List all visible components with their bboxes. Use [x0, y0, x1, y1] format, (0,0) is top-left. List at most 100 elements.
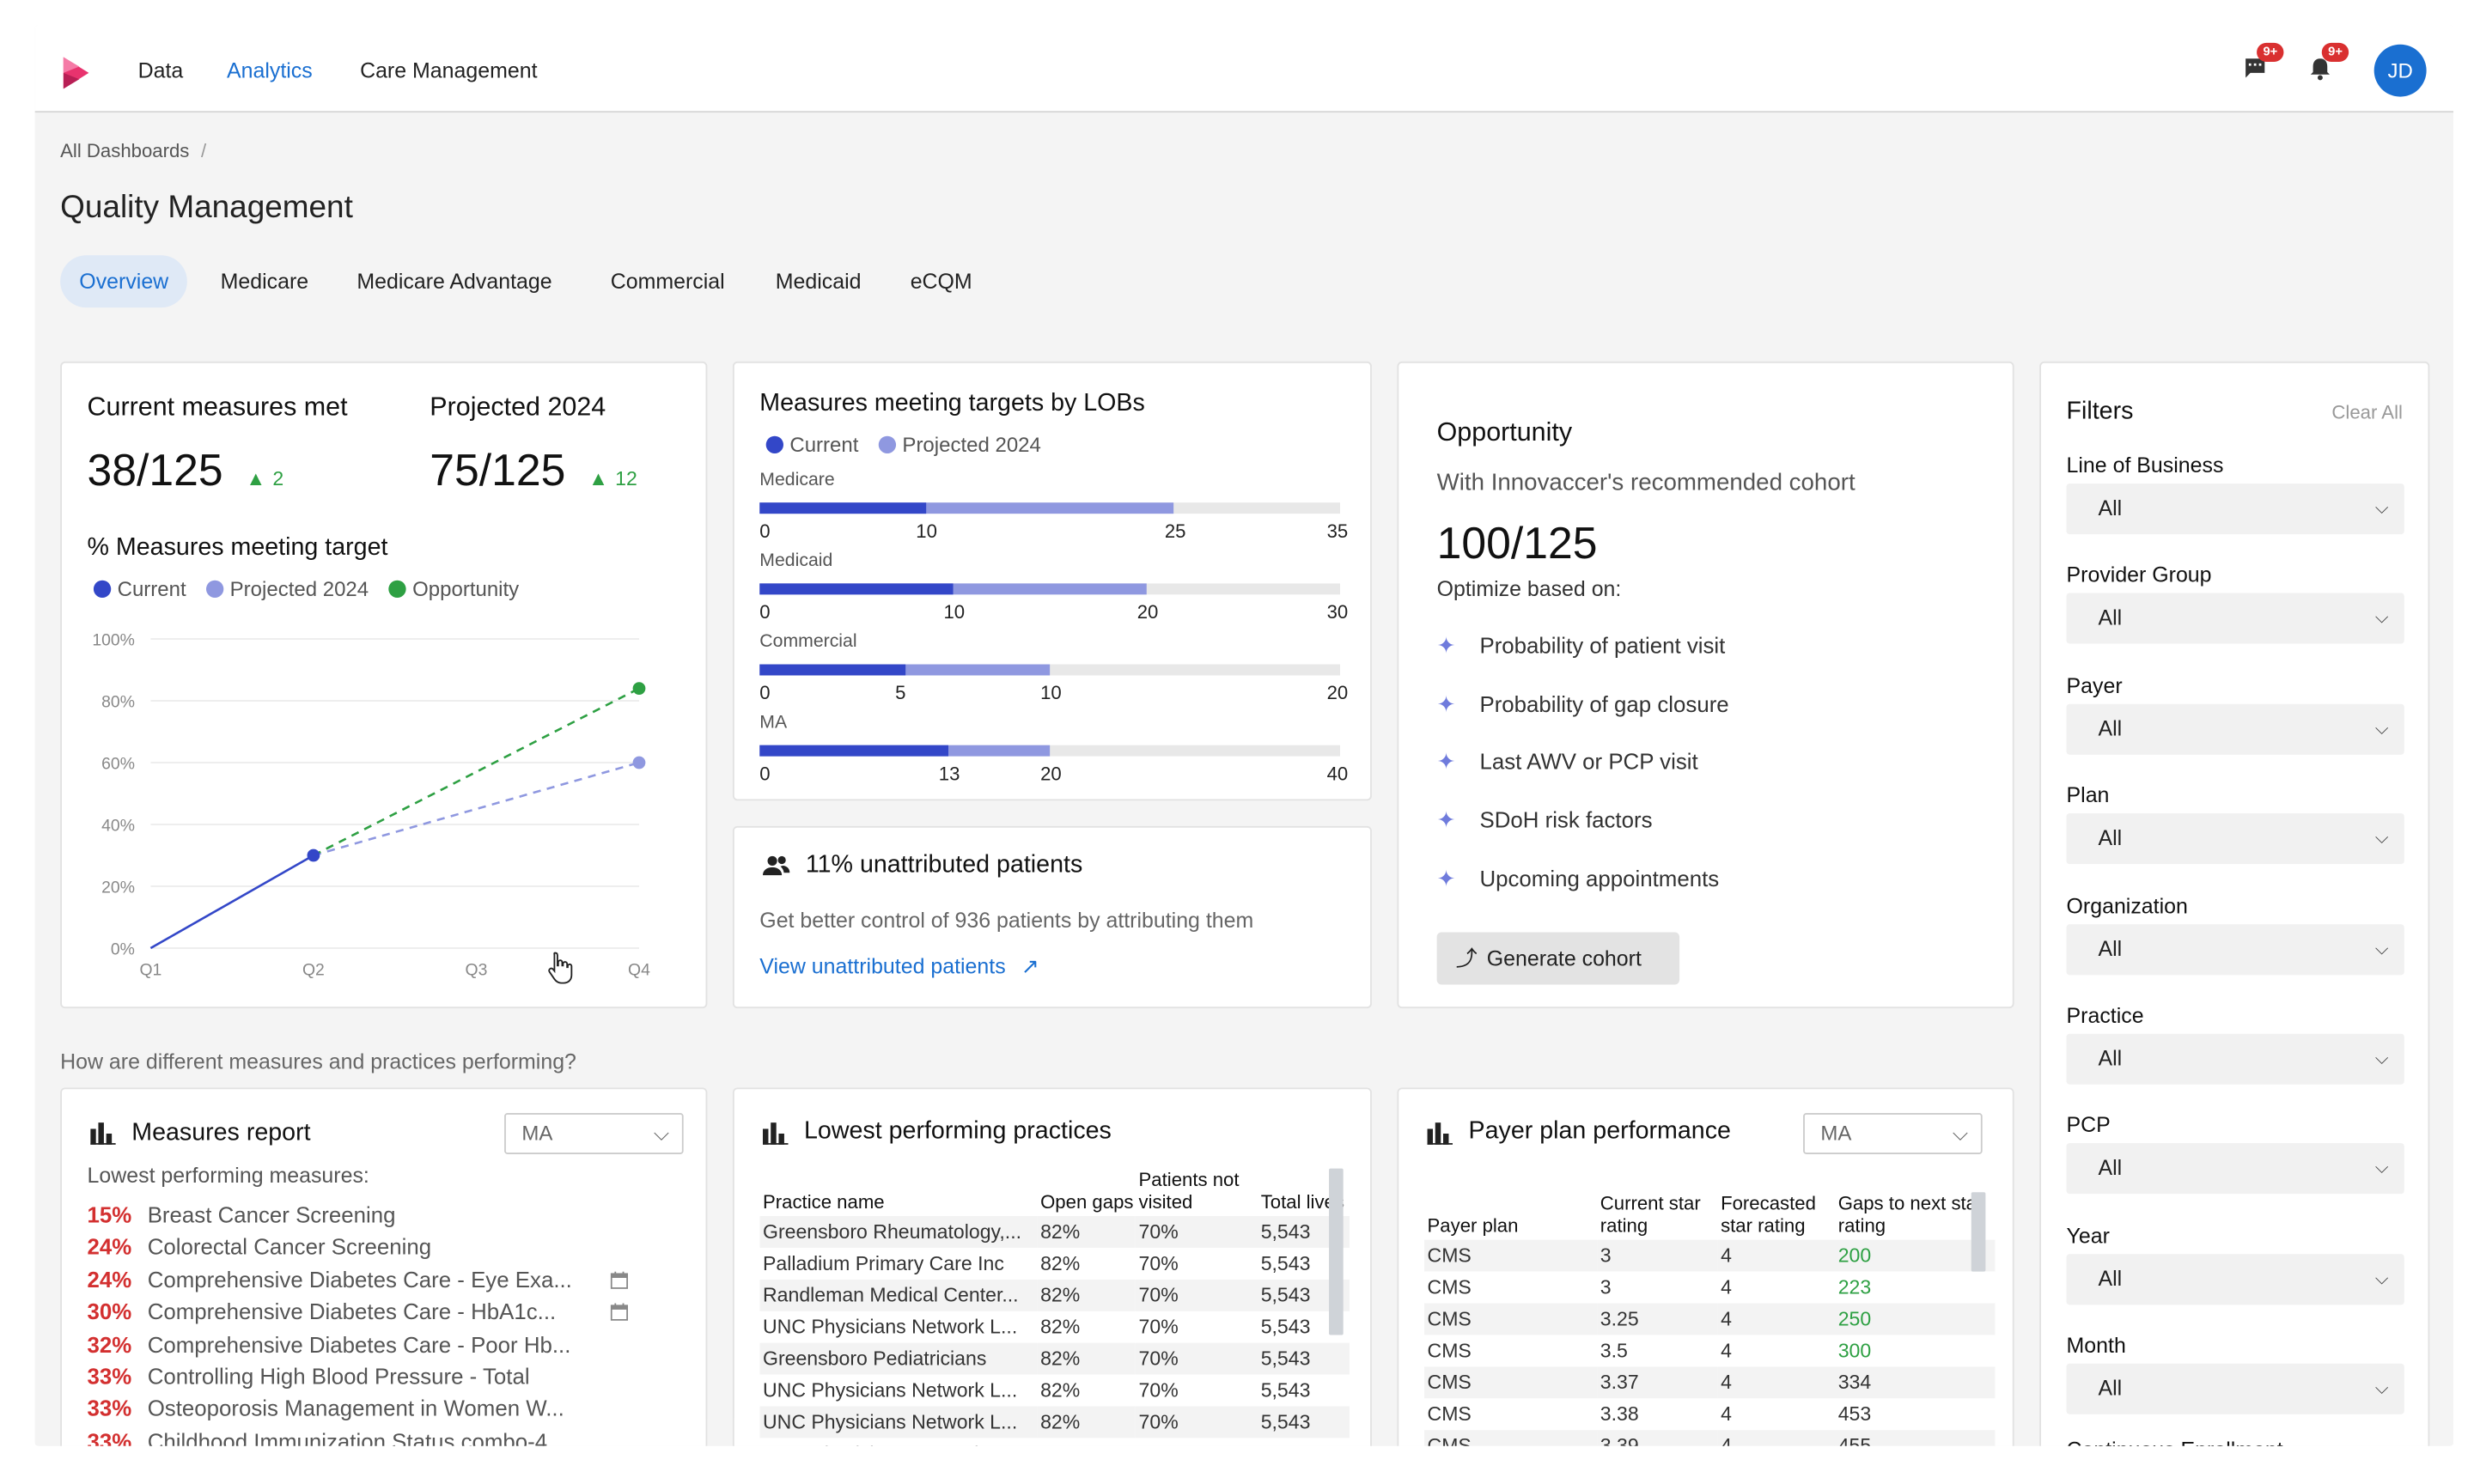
lob-bar-current[interactable] [759, 664, 905, 676]
lob-bar-current[interactable] [759, 583, 954, 595]
data-point-opportunity[interactable] [632, 682, 646, 695]
table-row[interactable]: Randleman Medical Center... 82% 70% 5,543 [759, 1279, 1350, 1311]
tab-medicaid[interactable]: Medicaid [775, 269, 862, 294]
table-row[interactable]: UNC Physicians Network L...80%70%5,543 [759, 1438, 1350, 1446]
table-row[interactable]: UNC Physicians Network L... 82% 70% 5,543 [759, 1406, 1350, 1438]
innovaccer-logo-icon[interactable] [57, 54, 94, 92]
table-cell: 4 [1717, 1303, 1835, 1335]
table-row[interactable]: CMS 3.5 4 300 [1424, 1335, 1996, 1366]
filter-select-line-of-business[interactable]: All ⌵ [2066, 484, 2404, 535]
clear-all-button[interactable]: Clear All [2331, 401, 2403, 423]
table-row[interactable]: Greensboro Pediatricians 82% 70% 5,543 [759, 1342, 1350, 1375]
tab-ecqm[interactable]: eCQM [910, 269, 972, 294]
user-avatar[interactable]: JD [2373, 44, 2427, 97]
lob-tick-label: 35 [1326, 520, 1349, 543]
filter-select-pcp[interactable]: All ⌵ [2066, 1143, 2404, 1195]
table-row[interactable]: CMS 3 4 223 [1424, 1272, 1996, 1304]
measure-item[interactable]: 33% Controlling High Blood Pressure - Tot… [88, 1360, 572, 1393]
lob-bar-current[interactable] [759, 745, 948, 757]
table-row[interactable]: CMS 3.38 4 453 [1424, 1398, 1996, 1430]
table-row[interactable]: CMS 3 4 200 [1423, 1239, 1996, 1272]
calendar-icon[interactable] [610, 1271, 629, 1289]
nav-data[interactable]: Data [137, 58, 184, 82]
breadcrumb-all-dashboards[interactable]: All Dashboards [60, 139, 190, 162]
lob-bar-track [759, 664, 1340, 676]
legend-projected-dot [205, 580, 224, 598]
measure-item[interactable]: 32% Comprehensive Diabetes Care - Poor Hb… [88, 1328, 572, 1360]
col-current-star[interactable]: Current star rating [1600, 1192, 1701, 1237]
measure-item[interactable]: 30% Comprehensive Diabetes Care - HbA1c..… [88, 1296, 572, 1329]
table-cell: 223 [1837, 1276, 1872, 1298]
filter-select-payer[interactable]: All ⌵ [2066, 703, 2404, 755]
table-row[interactable]: CMS 3.25 4 250 [1423, 1303, 1996, 1335]
measure-item[interactable]: 33% Osteoporosis Management in Women W... [88, 1393, 572, 1426]
lob-tick-label: 10 [916, 520, 937, 543]
col-open-gaps[interactable]: Open gaps [1040, 1190, 1134, 1213]
col-payer-plan[interactable]: Payer plan [1427, 1214, 1519, 1237]
col-gaps-next-star[interactable]: Gaps to next star rating [1837, 1192, 1983, 1237]
table-cell: 70% [1138, 1379, 1179, 1402]
calendar-icon[interactable] [610, 1303, 629, 1321]
measure-item[interactable]: 33% Childhood Immunization Status combo-4 [88, 1425, 572, 1446]
measure-item[interactable]: 24% Comprehensive Diabetes Care - Eye Exa… [88, 1263, 572, 1296]
filter-select-year[interactable]: All ⌵ [2066, 1253, 2404, 1305]
table-row[interactable]: CMS 3.37 4 334 [1423, 1366, 1996, 1399]
filter-label: Organization [2066, 893, 2188, 918]
measure-item[interactable]: 15% Breast Cancer Screening [88, 1199, 572, 1232]
filter-select-month[interactable]: All ⌵ [2066, 1364, 2404, 1415]
opt-item-visit: ✦ Probability of patient visit [1437, 633, 1726, 660]
filter-value: All [2098, 1046, 2123, 1071]
lob-label: Commercial [759, 632, 857, 652]
table-row[interactable]: UNC Physicians Network L... 82% 70% 5,543 [759, 1311, 1350, 1343]
filter-select-provider-group[interactable]: All ⌵ [2066, 593, 2404, 645]
table-row[interactable]: Palladium Primary Care Inc 82% 70% 5,543 [759, 1248, 1350, 1280]
col-practice-name[interactable]: Practice name [762, 1190, 885, 1213]
table-row[interactable]: UNC Physicians Network L... 82% 70% 5,543 [759, 1375, 1350, 1407]
col-patients-not-visited[interactable]: Patients not visited [1138, 1168, 1240, 1213]
nav-care-management[interactable]: Care Management [360, 58, 538, 82]
payer-lob-dropdown[interactable]: MA ⌵ [1803, 1112, 1983, 1154]
generate-cohort-button[interactable]: ⤴ Generate cohort [1436, 932, 1680, 985]
col-forecasted-star[interactable]: Forecasted star rating [1721, 1192, 1816, 1237]
filter-select-organization[interactable]: All ⌵ [2066, 923, 2404, 975]
tab-overview[interactable]: Overview [60, 255, 188, 308]
messages-button[interactable]: 9+ [2244, 42, 2284, 85]
payer-scrollbar[interactable] [1971, 1192, 1986, 1272]
sparkle-icon: ✦ [1436, 865, 1456, 891]
nav-analytics[interactable]: Analytics [226, 58, 313, 82]
table-cell: 3 [1597, 1239, 1718, 1272]
opt-item-label: SDoH risk factors [1479, 806, 1653, 833]
measures-met-card: Current measures met 38/125 ▲ 2 Projecte… [60, 361, 708, 1009]
measure-name: Comprehensive Diabetes Care - Eye Exa... [147, 1266, 572, 1292]
lob-legend-current-dot [765, 435, 783, 453]
opportunity-subtitle: With Innovaccer's recommended cohort [1436, 469, 1855, 496]
opt-item-gap-closure: ✦ Probability of gap closure [1437, 691, 1729, 718]
tab-commercial[interactable]: Commercial [610, 269, 725, 294]
table-cell: 82% [1037, 1215, 1136, 1248]
lob-label: MA [759, 713, 788, 733]
sparkle-icon: ✦ [1436, 690, 1456, 717]
table-cell: 70% [1135, 1342, 1258, 1375]
measures-lob-dropdown[interactable]: MA ⌵ [504, 1112, 684, 1154]
practices-scrollbar[interactable] [1329, 1168, 1344, 1335]
data-point-current[interactable] [307, 848, 320, 862]
lob-tick-label: 30 [1326, 600, 1349, 623]
filter-select-plan[interactable]: All ⌵ [2066, 813, 2404, 865]
notifications-badge: 9+ [2321, 42, 2349, 62]
filter-label: Line of Business [2066, 453, 2224, 477]
tab-medicare[interactable]: Medicare [220, 269, 309, 294]
lob-bar-current[interactable] [759, 502, 926, 514]
measure-item[interactable]: 24% Colorectal Cancer Screening [88, 1231, 572, 1263]
legend-current-dot [93, 580, 112, 598]
tab-medicare-advantage[interactable]: Medicare Advantage [356, 269, 552, 294]
hand-cursor-icon [548, 952, 573, 984]
lob-chart-title: Measures meeting targets by LOBs [759, 390, 1145, 417]
data-point-projected-2024[interactable] [632, 756, 646, 769]
filter-select-practice[interactable]: All ⌵ [2066, 1033, 2404, 1085]
table-row[interactable]: Greensboro Rheumatology,... 82% 70% 5,543 [759, 1215, 1350, 1248]
view-unattributed-link[interactable]: View unattributed patients ↗ [759, 954, 1039, 980]
table-cell: 70% [1135, 1215, 1258, 1248]
notifications-button[interactable]: 9+ [2309, 42, 2349, 85]
table-cell: 4 [1717, 1366, 1835, 1399]
